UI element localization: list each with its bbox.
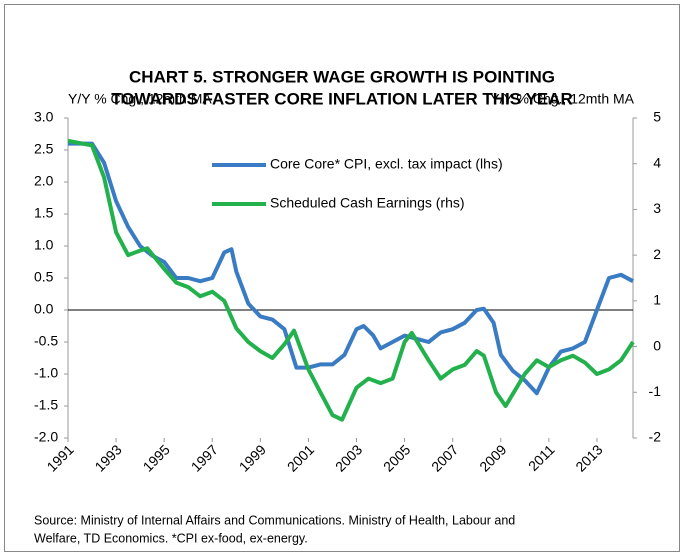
- x-tick-label: 2005: [380, 441, 413, 474]
- y-axis-label: Y/Y % Chg., 12mth MA: [68, 91, 212, 107]
- x-tick-label: 2009: [476, 441, 509, 474]
- chart-title: TOWARDS FASTER CORE INFLATION LATER THIS…: [111, 89, 573, 108]
- y-tick-label: -1.5: [34, 397, 58, 413]
- y-tick-label: 0.5: [34, 269, 54, 285]
- y2-tick-label: 2: [653, 246, 661, 262]
- y-tick-label: 3.0: [34, 109, 54, 125]
- x-tick-label: 2011: [525, 441, 558, 474]
- y-tick-label: 2.0: [34, 173, 54, 189]
- data-line: [68, 141, 634, 396]
- y-tick-label: 1.5: [34, 205, 54, 221]
- y-tick-label: -0.5: [34, 333, 58, 349]
- x-tick-label: 1995: [140, 441, 173, 474]
- source-note: Source: Ministry of Internal Affairs and…: [34, 513, 515, 527]
- x-tick-label: 2013: [572, 441, 605, 474]
- y2-tick-label: 4: [653, 154, 661, 170]
- legend-label: Scheduled Cash Earnings (rhs): [270, 195, 465, 211]
- frame: [4, 4, 680, 552]
- legend-label: Core Core* CPI, excl. tax impact (lhs): [270, 156, 503, 172]
- chart-title: CHART 5. STRONGER WAGE GROWTH IS POINTIN…: [129, 67, 555, 86]
- y-tick-label: -1.0: [34, 365, 58, 381]
- x-tick-label: 1993: [91, 441, 124, 474]
- x-tick-label: 1999: [236, 441, 269, 474]
- x-tick-label: 2001: [284, 441, 317, 474]
- y2-tick-label: 1: [653, 292, 661, 308]
- y-tick-label: 1.0: [34, 237, 54, 253]
- y2-tick-label: -2: [649, 429, 662, 445]
- y-tick-label: 0.0: [34, 301, 54, 317]
- y2-tick-label: 5: [653, 109, 661, 125]
- y-tick-label: 2.5: [34, 141, 54, 157]
- y2-tick-label: -1: [649, 383, 662, 399]
- y2-tick-label: 0: [653, 337, 661, 353]
- x-tick-label: 2007: [428, 441, 461, 474]
- x-tick-label: 1991: [43, 441, 76, 474]
- y2-tick-label: 3: [653, 200, 661, 216]
- y-tick-label: -2.0: [34, 429, 58, 445]
- x-tick-label: 1997: [188, 441, 221, 474]
- x-tick-label: 2003: [332, 441, 365, 474]
- y2-axis-label: Y/Y % Chg., 12mth MA: [490, 91, 634, 107]
- source-note: Welfare, TD Economics. *CPI ex-food, ex-…: [34, 531, 308, 545]
- data-line: [67, 138, 635, 422]
